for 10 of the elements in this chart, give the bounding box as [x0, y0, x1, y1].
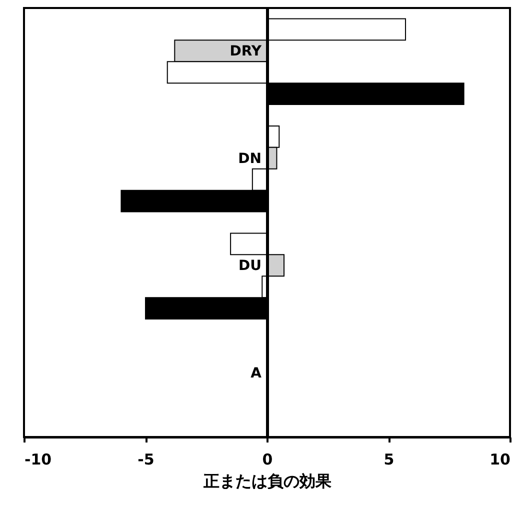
x-tick-label: 10: [490, 450, 510, 468]
y-tick-label: DU: [238, 258, 262, 274]
y-tick-label: DRY: [230, 44, 262, 60]
x-tick-label: 5: [384, 450, 394, 468]
y-tick-label: DN: [238, 150, 262, 167]
x-tick-label: 0: [262, 450, 273, 468]
x-tick-label: -5: [138, 450, 154, 468]
y-tick-label: A: [250, 365, 262, 382]
x-axis-title: 正または負の効果: [202, 472, 332, 490]
x-tick-label: -10: [24, 450, 52, 468]
